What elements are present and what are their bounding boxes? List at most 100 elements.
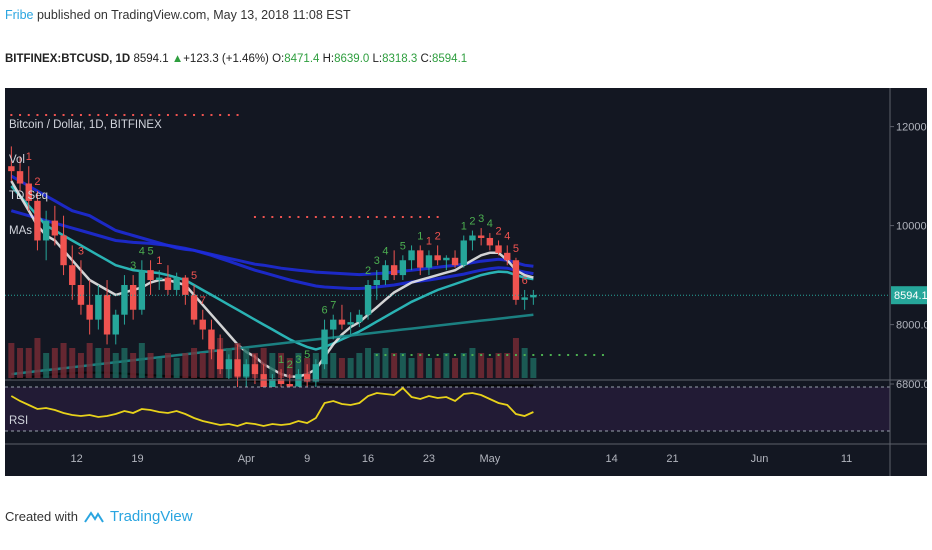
candle-body <box>60 235 67 266</box>
td-resistance-dot <box>314 216 317 218</box>
candle-body <box>382 265 389 281</box>
volume-bar <box>260 348 267 378</box>
td-resistance-dot <box>62 114 65 116</box>
td-resistance-dot <box>45 114 48 116</box>
td-resistance-dot <box>427 216 430 218</box>
candle-body <box>338 319 346 325</box>
td-resistance-dot <box>227 114 230 116</box>
td-support-dot <box>532 354 535 356</box>
td-support-dot <box>410 354 413 356</box>
legend-vol: Vol <box>9 154 25 166</box>
tradingview-logo-icon <box>84 510 104 523</box>
td-support-dot <box>384 354 387 356</box>
td-resistance-dot <box>184 114 187 116</box>
low-label: L: <box>372 53 383 65</box>
td-resistance-dot <box>367 216 370 218</box>
td-down-label: 2 <box>495 225 501 237</box>
volume-bar <box>452 358 459 378</box>
candle-body <box>477 235 485 238</box>
td-up-label: 3 <box>374 255 380 267</box>
volume-bar <box>60 343 67 378</box>
tradingview-brand[interactable]: TradingView <box>109 508 193 525</box>
td-up-label: 6 <box>321 305 327 317</box>
td-resistance-dot <box>410 216 413 218</box>
td-resistance-dot <box>210 114 213 116</box>
td-up-label: 4 <box>487 218 493 230</box>
candle-body <box>356 314 363 323</box>
candle-body <box>234 359 241 377</box>
volume-bar <box>77 353 84 378</box>
td-resistance-dot <box>436 216 439 218</box>
candle-body <box>512 260 520 300</box>
candle-body <box>103 294 111 335</box>
td-up-label: 4 <box>382 245 388 257</box>
volume-bar <box>443 353 450 378</box>
date-tick-label: 14 <box>606 453 618 465</box>
td-up-label: 3 <box>478 213 484 225</box>
td-down-label: 1 <box>26 151 32 163</box>
td-up-label: 2 <box>469 216 475 228</box>
candle-body <box>417 250 424 268</box>
td-up-label: 5 <box>304 349 310 361</box>
candle-body <box>347 322 354 325</box>
td-resistance-dot <box>358 216 361 218</box>
td-resistance-dot <box>332 216 335 218</box>
volume-bar <box>104 348 111 378</box>
low-value: 8318.3 <box>382 53 418 65</box>
rsi-label: RSI <box>9 415 28 427</box>
candle-body <box>190 294 198 320</box>
td-support-dot <box>427 354 430 356</box>
candle-body <box>434 255 441 261</box>
volume-bar <box>365 348 372 378</box>
high-label: H: <box>322 53 335 65</box>
ticker-line: BITFINEX:BTCUSD, 1D 8594.1 ▲+123.3 (+1.4… <box>5 53 467 65</box>
ma-line <box>10 209 534 290</box>
candle-body <box>112 314 119 335</box>
td-resistance-dot <box>288 216 291 218</box>
volume-bar <box>399 353 406 378</box>
td-resistance-dot <box>375 216 378 218</box>
publish-header: Fribe published on TradingView.com, May … <box>5 8 351 22</box>
date-tick-label: Apr <box>238 453 255 465</box>
date-tick-label: 19 <box>131 453 143 465</box>
candle-body <box>173 277 180 290</box>
legend-td-seq: TD Seq <box>9 190 48 202</box>
candle-body <box>460 240 467 266</box>
td-resistance-dot <box>175 114 178 116</box>
candle-body <box>399 260 407 276</box>
symbol-label: BITFINEX:BTCUSD, 1D <box>5 53 131 65</box>
td-resistance-dot <box>401 216 404 218</box>
candle-body <box>42 220 50 241</box>
td-down-label: 1 <box>426 235 432 247</box>
td-resistance-dot <box>71 114 74 116</box>
td-down-label: 4 <box>504 230 510 242</box>
volume-bar <box>286 358 293 378</box>
td-up-label: 1 <box>461 221 467 233</box>
close-label: C: <box>420 53 433 65</box>
last-price: 8594.1 <box>133 53 169 65</box>
volume-bar <box>130 353 137 378</box>
td-resistance-dot <box>10 114 13 116</box>
candle-body <box>95 294 102 320</box>
date-tick-label: 21 <box>666 453 678 465</box>
volume-bar <box>408 358 415 378</box>
td-up-label: 5 <box>147 245 153 257</box>
candle-body <box>69 265 76 285</box>
td-down-label: 7 <box>200 295 206 307</box>
volume-bar <box>95 348 102 378</box>
author-link[interactable]: Fribe <box>5 8 34 22</box>
candle-body <box>330 319 337 330</box>
td-resistance-dot <box>97 114 100 116</box>
td-up-label: 2 <box>287 359 293 371</box>
td-support-dot <box>575 354 578 356</box>
price-change: +123.3 (+1.46%) <box>183 53 269 65</box>
volume-bar <box>356 353 363 378</box>
td-support-dot <box>471 354 474 356</box>
candle-body <box>408 250 415 261</box>
td-up-label: 7 <box>330 300 336 312</box>
td-resistance-dot <box>149 114 152 116</box>
td-resistance-dot <box>88 114 91 116</box>
candle-body <box>225 359 233 370</box>
